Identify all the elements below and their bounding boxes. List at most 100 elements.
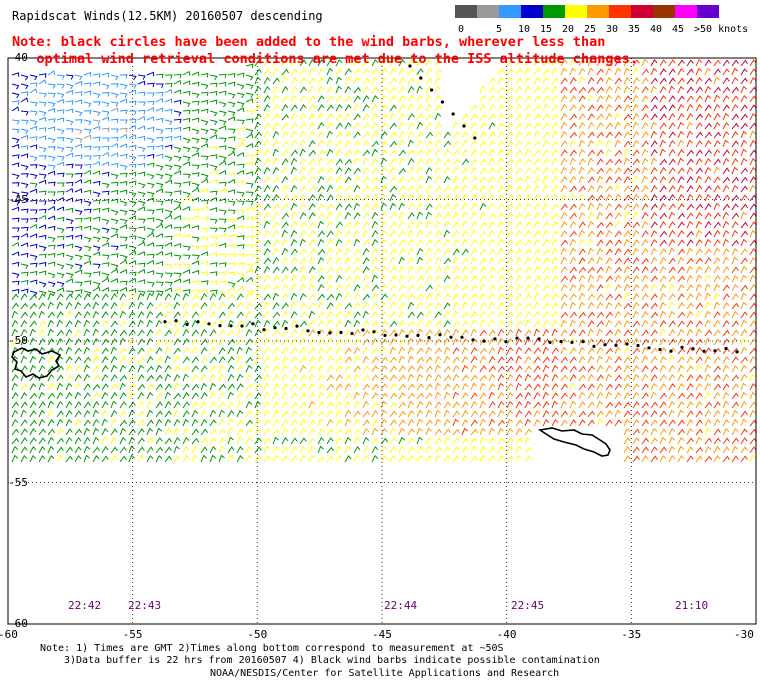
wind-barb [209, 445, 217, 454]
wind-barb [659, 176, 667, 184]
wind-barb [452, 194, 460, 202]
wind-barb [380, 157, 387, 166]
flagged-point [592, 344, 596, 348]
wind-barb [74, 99, 83, 105]
wind-barb [56, 235, 65, 241]
wind-barb [407, 95, 415, 103]
wind-barb [515, 428, 523, 436]
wind-barb [749, 454, 756, 463]
wind-barb [425, 293, 433, 301]
wind-barb [371, 274, 378, 283]
wind-barb [326, 95, 334, 103]
wind-barb [704, 77, 712, 85]
wind-barb [92, 409, 99, 418]
wind-barb [614, 328, 622, 337]
wind-barb [569, 185, 577, 193]
wind-barb [65, 290, 74, 296]
wind-barb [308, 77, 316, 85]
flagged-point [735, 350, 739, 354]
wind-barb [308, 166, 316, 175]
wind-barb [110, 136, 119, 142]
wind-barb [137, 356, 145, 364]
wind-barb [587, 220, 595, 229]
wind-barb [245, 338, 253, 346]
wind-barb [173, 73, 182, 79]
wind-barb [83, 245, 92, 252]
wind-barb [461, 139, 469, 148]
wind-barb [164, 373, 171, 382]
wind-barb [506, 103, 514, 112]
wind-barb [641, 248, 649, 256]
wind-barb [65, 272, 74, 279]
wind-barb [713, 148, 721, 157]
wind-barb [488, 149, 496, 157]
wind-barb [308, 95, 316, 103]
wind-barb [299, 86, 307, 94]
wind-barb [650, 140, 658, 148]
wind-barb [731, 194, 740, 202]
flagged-point [493, 337, 497, 341]
wind-barb [668, 104, 676, 112]
wind-barb [20, 197, 29, 203]
wind-barb [470, 374, 478, 382]
wind-barb [317, 77, 325, 85]
wind-barb [254, 347, 262, 355]
wind-barb [713, 410, 721, 418]
wind-barb [704, 418, 712, 427]
wind-barb [443, 428, 451, 436]
wind-barb [11, 182, 20, 187]
wind-barb [11, 217, 20, 223]
wind-barb [20, 252, 29, 258]
wind-barb [605, 248, 613, 256]
wind-barb [587, 58, 594, 67]
wind-barb [56, 137, 65, 142]
wind-barb [641, 266, 649, 274]
wind-barb [407, 383, 415, 391]
wind-barb [479, 95, 487, 103]
wind-barb [695, 310, 702, 319]
wind-barb [65, 119, 74, 126]
wind-barb [218, 233, 227, 239]
wind-barb [38, 329, 46, 337]
wind-barb [353, 454, 361, 463]
wind-barb [164, 199, 173, 204]
wind-barb [281, 86, 289, 94]
wind-barb [668, 310, 676, 319]
wind-barb [686, 374, 694, 382]
wind-barb [443, 203, 451, 211]
wind-barb [551, 193, 558, 202]
wind-barb [182, 392, 190, 400]
wind-barb [677, 103, 685, 112]
wind-barb [182, 269, 191, 275]
wind-barb [317, 149, 326, 157]
wind-barb [290, 319, 298, 328]
wind-barb [704, 212, 712, 220]
wind-barb [129, 110, 137, 115]
wind-barb [515, 373, 523, 382]
wind-barb [641, 373, 649, 382]
wind-barb [254, 94, 261, 103]
wind-barb [164, 191, 173, 197]
wind-barb [299, 112, 307, 121]
wind-barb [335, 302, 343, 310]
wind-barb [110, 302, 118, 310]
wind-barb [407, 373, 415, 382]
flagged-circles [163, 64, 739, 354]
wind-barb [407, 346, 415, 355]
wind-barb [173, 205, 182, 211]
wind-barb [713, 185, 721, 193]
wind-barb [317, 418, 324, 427]
wind-barb [380, 311, 388, 319]
wind-barb [317, 347, 325, 355]
wind-barb [263, 319, 271, 328]
wind-barb [182, 223, 191, 229]
wind-barb [515, 355, 522, 364]
wind-barb [218, 418, 225, 427]
wind-barb [749, 112, 757, 121]
wind-barb [245, 392, 253, 400]
flagged-point [451, 112, 455, 116]
wind-barb [704, 193, 712, 202]
wind-barb [704, 104, 712, 112]
wind-barb [641, 58, 649, 67]
wind-barb [74, 311, 82, 319]
